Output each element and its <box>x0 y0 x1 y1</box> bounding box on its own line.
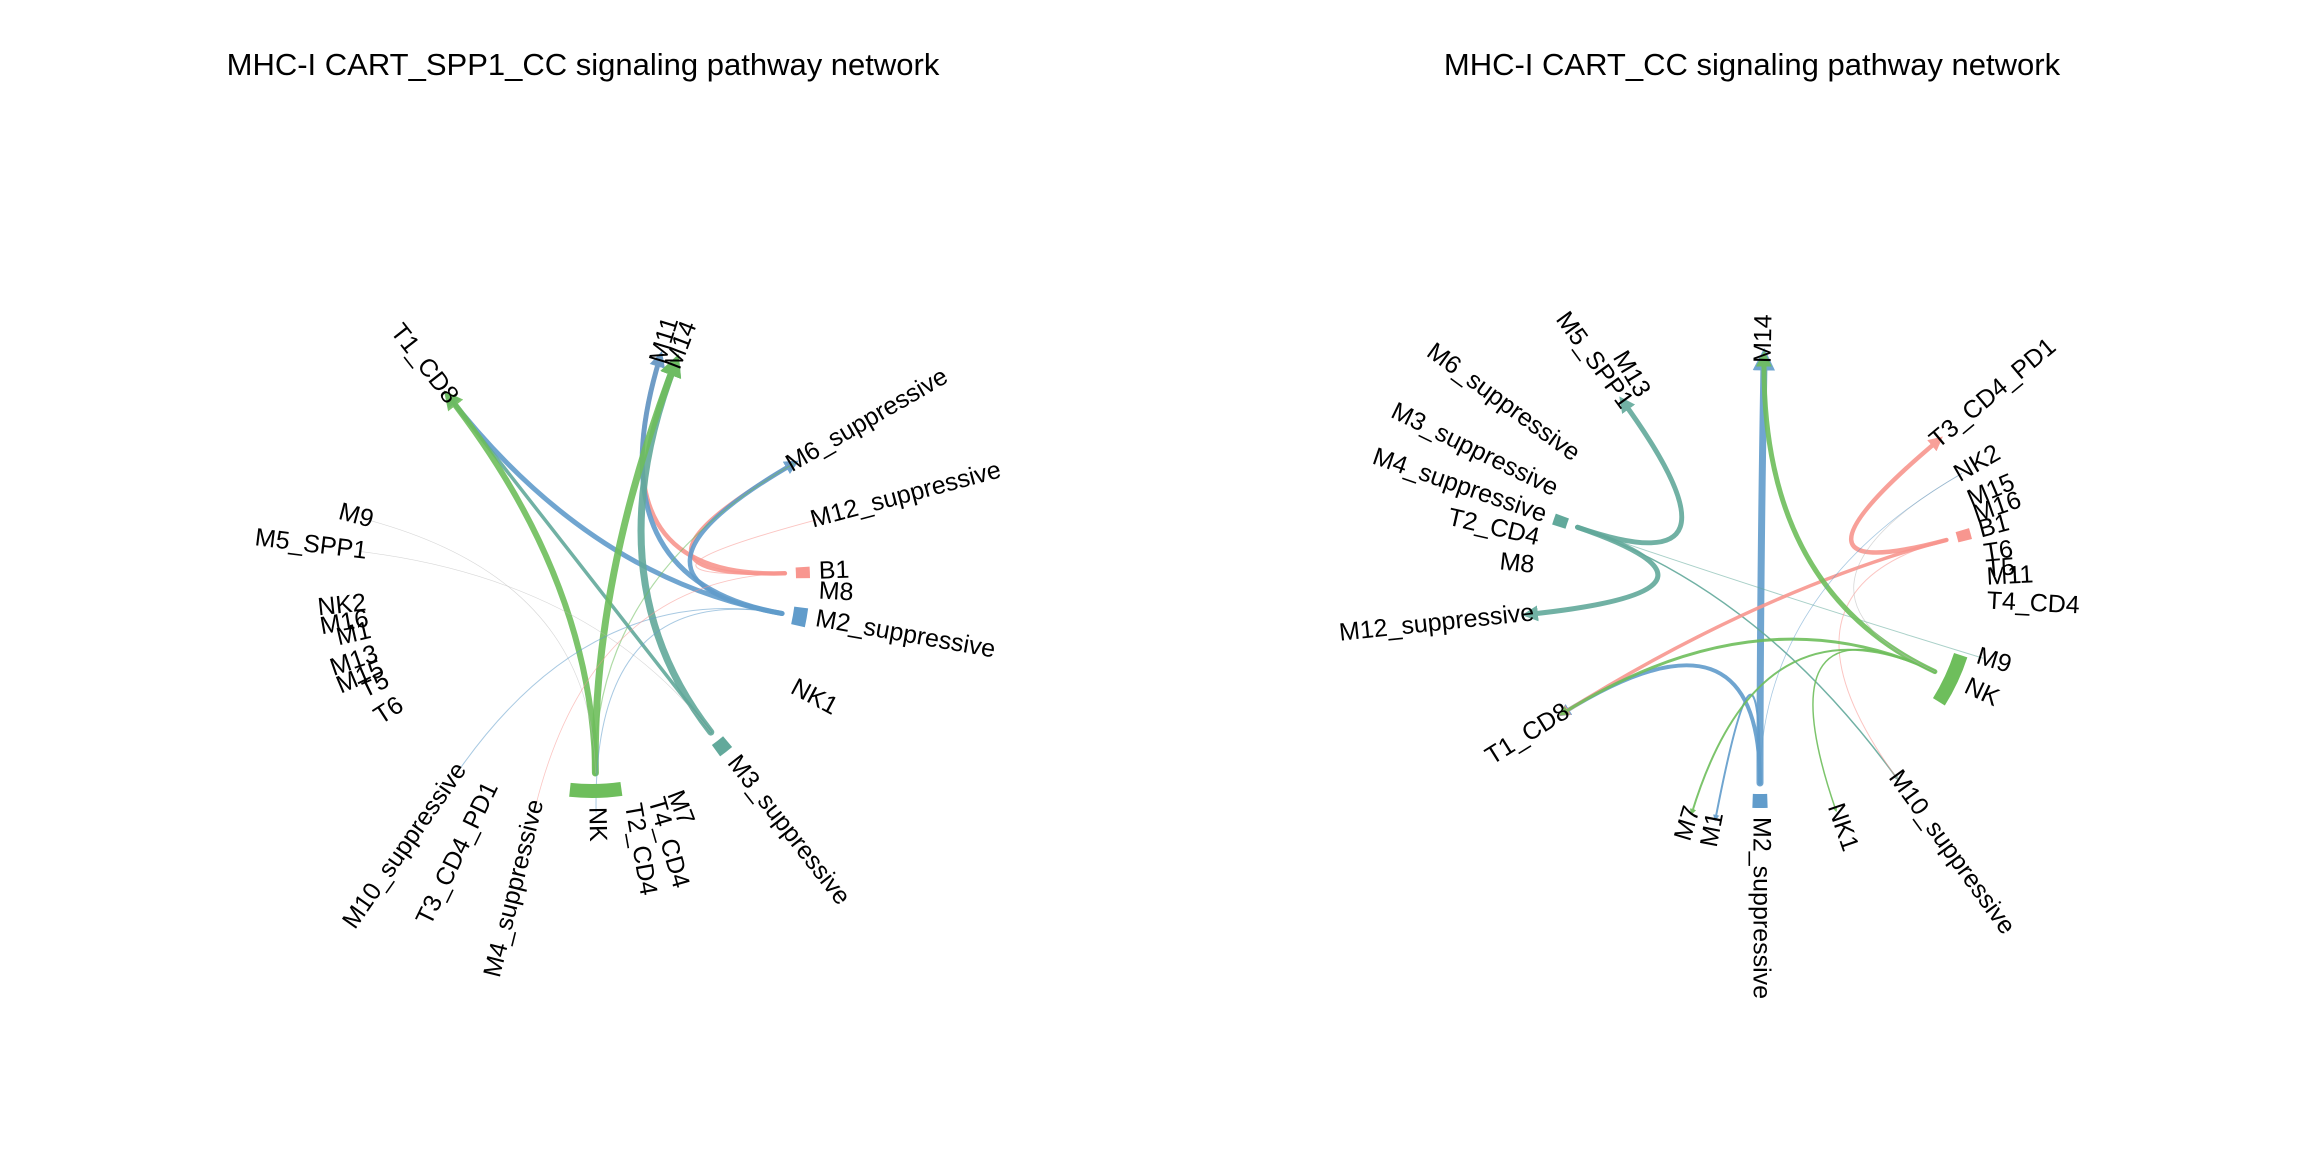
panel-right-node-labels: M14 T3_CD4_PD1NK2M15M16B1T6T5M11T4_CD4M9N… <box>1338 306 2081 999</box>
node-label-nk2: NK2 <box>316 588 367 621</box>
link-nk-to-nk1 <box>1812 648 1936 813</box>
node-label-m3-suppressive: M3_suppressive <box>722 749 856 910</box>
node-label-m4-suppressive: M4_suppressive <box>478 797 549 980</box>
link-m3-suppressive-to-m5-spp1 <box>360 551 712 733</box>
sector-arc-nk <box>1932 652 1968 706</box>
panel-left-sector-arcs <box>569 566 810 798</box>
node-label-t1-cd8: T1_CD8 <box>1480 697 1574 770</box>
link-m4-suppressive-to-m5-spp1 <box>1575 396 1685 546</box>
panel-right: MHC-I CART_CC signaling pathway network … <box>1338 47 2081 999</box>
link-nk-to-t1-cd8 <box>443 390 599 776</box>
link-b1-to-t1-cd8 <box>1558 538 1949 716</box>
link-m2-suppressive-to-m10-suppressive <box>457 608 783 772</box>
panel-left-node-labels: M11M14M6_suppressiveM12_suppressiveB1M8M… <box>253 314 1003 980</box>
link-nk-to-m6-suppressive <box>594 462 795 774</box>
link-nk-to-m14 <box>1755 350 1938 675</box>
link-b1-to-m12-suppressive <box>695 519 818 575</box>
node-label-m10-suppressive: M10_suppressive <box>1883 765 2021 940</box>
panel-left: MHC-I CART_SPP1_CC signaling pathway net… <box>227 47 1004 980</box>
node-label-nk1: NK1 <box>786 673 842 721</box>
link-nk-to-t1-cd8 <box>1559 637 1937 716</box>
node-label-m9: M9 <box>1973 642 2014 679</box>
node-label-m14: M14 <box>1749 314 1778 363</box>
link-m2-suppressive-to-m11 <box>639 351 785 616</box>
node-label-t4-cd4: T4_CD4 <box>1986 587 2081 620</box>
node-label-b1: B1 <box>818 556 850 585</box>
link-b1-to-m4-suppressive <box>535 572 786 807</box>
link-b1-to-m10-suppressive <box>1838 539 1947 779</box>
link-nk-to-m7 <box>1689 648 1936 816</box>
node-label-t6: T6 <box>1982 535 2015 567</box>
node-label-m12-suppressive: M12_suppressive <box>1338 598 1536 646</box>
panel-right-links <box>1521 348 1984 822</box>
sector-arc-m3-suppressive <box>711 736 733 757</box>
node-label-m11: M11 <box>1986 560 2034 590</box>
link-m2-suppressive-to-nk <box>595 608 783 814</box>
link-b1-to-t3-cd4-pd1 <box>1848 436 1949 555</box>
node-label-m5-spp1: M5_SPP1 <box>253 523 368 565</box>
panel-left-links <box>360 351 818 814</box>
node-label-m12-suppressive: M12_suppressive <box>807 456 1004 534</box>
link-m2-suppressive-to-m14 <box>1752 348 1776 787</box>
link-m2-suppressive-to-m1 <box>1713 693 1761 822</box>
node-label-m8: M8 <box>818 577 854 607</box>
node-label-m1: M1 <box>1695 810 1729 849</box>
sector-arc-nk <box>569 781 623 798</box>
panel-right-title: MHC-I CART_CC signaling pathway network <box>1444 47 2061 82</box>
node-label-t3-cd4-pd1: T3_CD4_PD1 <box>1924 332 2061 453</box>
node-label-m2-suppressive: M2_suppressive <box>813 604 997 663</box>
sector-arc-b1 <box>1955 528 1972 543</box>
link-nk-to-m9 <box>366 519 596 774</box>
node-label-m2-suppressive: M2_suppressive <box>1747 817 1775 999</box>
node-label-nk: NK <box>583 807 612 843</box>
node-label-m9: M9 <box>336 497 377 533</box>
node-label-t5: T5 <box>1985 552 2017 582</box>
sector-arc-m2-suppressive <box>791 606 809 628</box>
link-m4-suppressive-to-m9 <box>1577 526 1984 659</box>
panel-right-sector-arcs <box>1552 513 1972 809</box>
node-label-m8: M8 <box>1498 547 1535 578</box>
node-label-nk1: NK1 <box>1822 800 1864 855</box>
link-m4-suppressive-to-m10-suppressive <box>1576 526 1899 781</box>
sector-arc-m4-suppressive <box>1552 513 1569 529</box>
panel-left-title: MHC-I CART_SPP1_CC signaling pathway net… <box>227 47 940 82</box>
node-label-m6-suppressive: M6_suppressive <box>781 362 953 477</box>
link-b1-to-m6-suppressive <box>688 461 798 576</box>
node-label-nk: NK <box>1960 672 2004 712</box>
node-label-t1-cd8: T1_CD8 <box>385 318 464 409</box>
link-m2-suppressive-to-nk2 <box>1759 473 1963 784</box>
link-nk-to-m14 <box>591 354 682 777</box>
